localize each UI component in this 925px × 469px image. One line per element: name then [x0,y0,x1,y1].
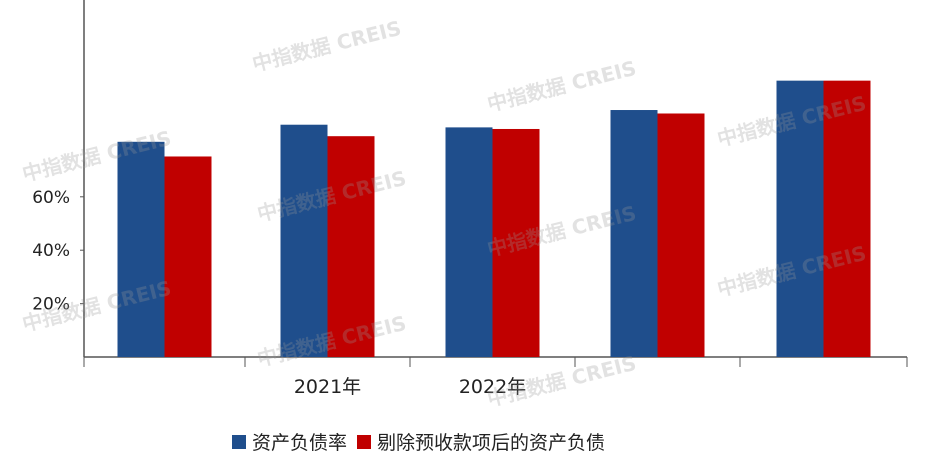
chart-labels: 20% 40% 60% 2021年 2022年 [32,188,526,398]
bar-series-2 [164,156,212,357]
legend-item-series-1: 资产负债率 [232,428,347,455]
bar-series-1 [280,124,328,358]
y-tick-label: 20% [32,295,70,315]
bar-series-2 [823,80,871,357]
y-tick-label: 40% [32,241,70,261]
bar-series-1 [117,141,165,357]
bar-series-2 [492,128,540,357]
x-category-label: 2021年 [294,376,361,398]
bar-series-1 [610,110,658,358]
legend-item-series-2: 剔除预收款项后的资产负债 [357,428,605,455]
bar-series-1 [776,80,824,357]
y-tick-label: 60% [32,188,70,208]
bar-series-2 [657,113,705,357]
bar-series-1 [445,127,493,357]
legend-label-series-2: 剔除预收款项后的资产负债 [377,432,606,454]
chart-legend: 资产负债率 剔除预收款项后的资产负债 [232,428,615,455]
legend-swatch-series-2 [357,434,372,449]
legend-label-series-1: 资产负债率 [252,432,348,454]
chart-bars [117,80,871,358]
x-category-label: 2022年 [459,376,526,398]
bar-series-2 [327,136,375,357]
legend-swatch-series-1 [232,434,246,449]
